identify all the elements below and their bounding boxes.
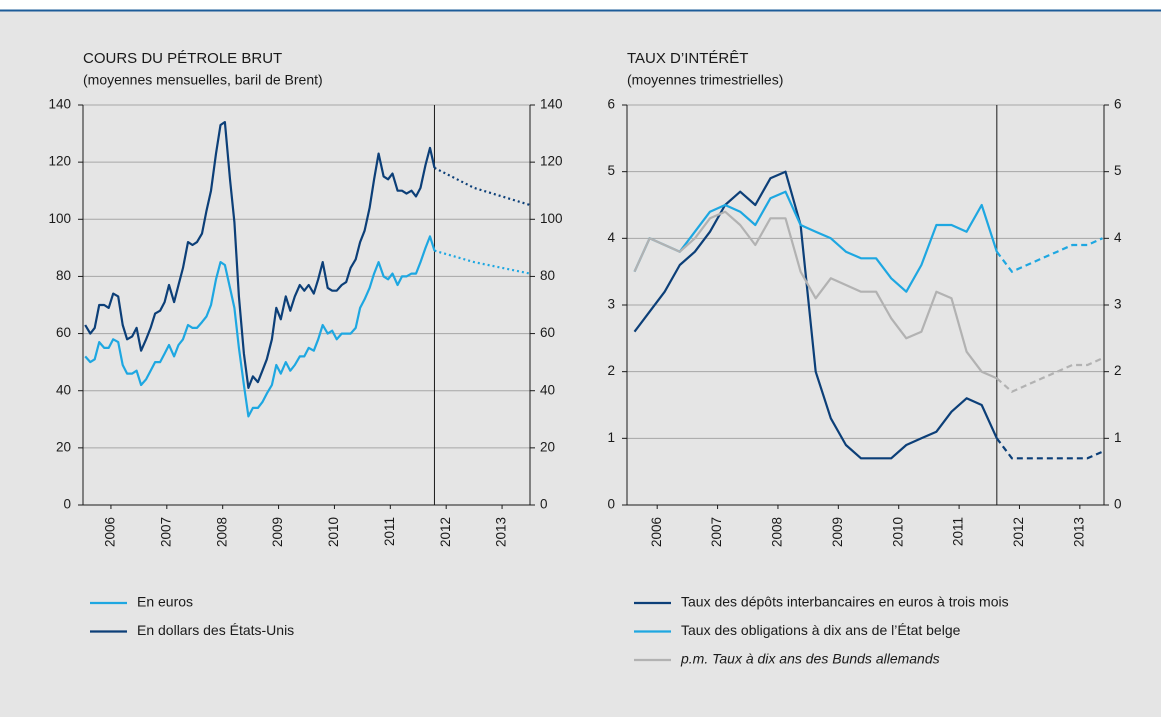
y-tick-label: 20 [56, 439, 71, 454]
y2-tick-label: 60 [540, 325, 555, 340]
forecast-line [995, 237, 1103, 274]
y2-tick-label: 6 [1114, 97, 1122, 112]
x-tick-label: 2011 [951, 517, 966, 546]
x-tick-label: 2012 [1011, 517, 1026, 547]
y2-tick-label: 4 [1114, 230, 1122, 245]
y-tick-label: 2 [607, 363, 615, 378]
x-tick-label: 2010 [326, 517, 341, 547]
x-tick-label: 2010 [890, 517, 905, 547]
y-tick-label: 60 [56, 325, 71, 340]
series-line [633, 210, 998, 380]
x-tick-label: 2008 [214, 517, 229, 547]
x-tick-label: 2007 [709, 517, 724, 547]
legend-label: En dollars des États-Unis [137, 622, 294, 638]
series-line [84, 235, 436, 418]
x-tick-label: 2009 [830, 517, 845, 547]
y2-tick-label: 120 [540, 154, 563, 169]
legend-label: En euros [137, 594, 193, 610]
y2-tick-label: 80 [540, 268, 555, 283]
x-tick-label: 2007 [158, 517, 173, 547]
y2-tick-label: 100 [540, 211, 563, 226]
y2-tick-label: 20 [540, 439, 555, 454]
y-tick-label: 5 [607, 163, 615, 178]
x-tick-label: 2006 [649, 517, 664, 547]
chart-title: COURS DU PÉTROLE BRUT [83, 50, 282, 67]
y-tick-label: 100 [48, 211, 71, 226]
x-tick-label: 2008 [770, 517, 785, 547]
x-tick-label: 2013 [494, 517, 509, 547]
series-line [633, 170, 998, 460]
y-tick-label: 4 [607, 230, 615, 245]
chart-subtitle: (moyennes trimestrielles) [627, 72, 783, 88]
forecast-line [995, 437, 1103, 460]
y2-tick-label: 1 [1114, 430, 1122, 445]
y-tick-label: 140 [48, 97, 71, 112]
y2-tick-label: 40 [540, 382, 555, 397]
legend-label: p.m. Taux à dix ans des Bunds allemands [680, 651, 940, 667]
y-tick-label: 1 [607, 430, 615, 445]
chart-subtitle: (moyennes mensuelles, baril de Brent) [83, 72, 323, 88]
x-tick-label: 2012 [438, 517, 453, 547]
legend-label: Taux des dépôts interbancaires en euros … [681, 594, 1009, 610]
series-line [84, 121, 436, 389]
x-tick-label: 2013 [1071, 517, 1086, 547]
y-tick-label: 40 [56, 382, 71, 397]
y-tick-label: 120 [48, 154, 71, 169]
y2-tick-label: 5 [1114, 163, 1122, 178]
panel [0, 11, 1161, 717]
y2-tick-label: 0 [1114, 497, 1122, 512]
y-tick-label: 6 [607, 97, 615, 112]
series-line [633, 190, 998, 293]
y-tick-label: 80 [56, 268, 71, 283]
y-tick-label: 3 [607, 297, 615, 312]
y-tick-label: 0 [607, 497, 615, 512]
legend-label: Taux des obligations à dix ans de l’État… [681, 622, 961, 638]
chart-title: TAUX D’INTÉRÊT [627, 50, 748, 67]
y2-tick-label: 2 [1114, 363, 1122, 378]
y2-tick-label: 0 [540, 497, 548, 512]
forecast-line [996, 357, 1103, 393]
y-tick-label: 0 [63, 497, 71, 512]
forecast-line [434, 249, 531, 275]
x-tick-label: 2009 [270, 517, 285, 547]
x-tick-label: 2011 [382, 517, 397, 546]
y2-tick-label: 140 [540, 97, 563, 112]
y2-tick-label: 3 [1114, 297, 1122, 312]
x-tick-label: 2006 [103, 517, 118, 547]
